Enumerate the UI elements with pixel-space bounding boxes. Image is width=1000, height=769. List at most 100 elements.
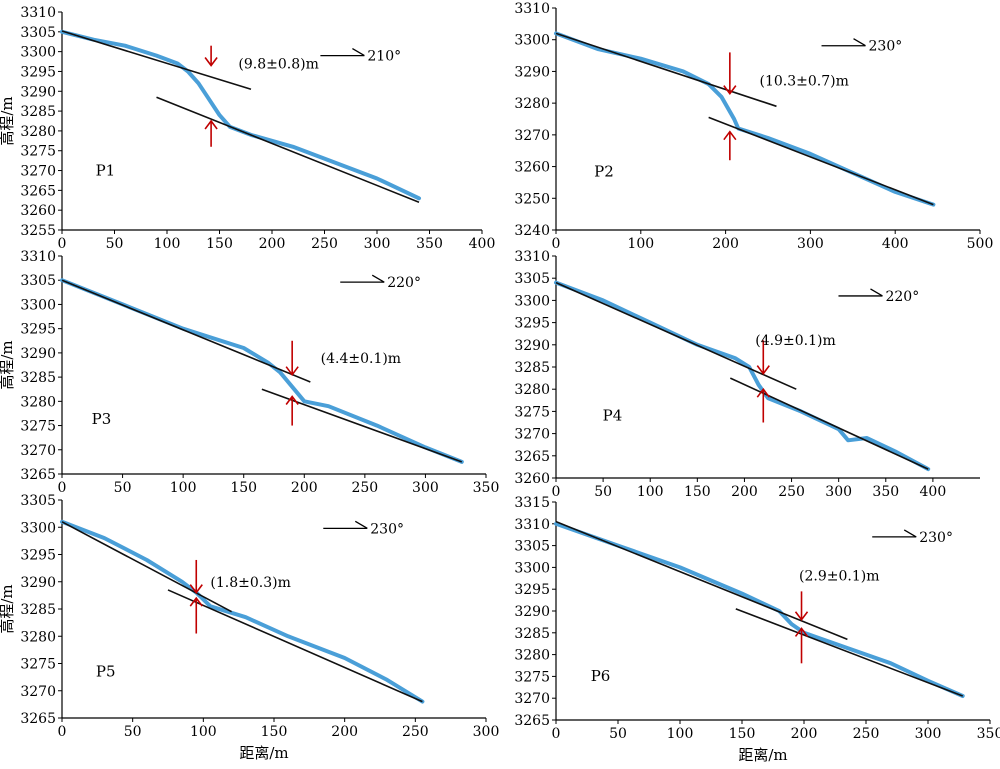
- azimuth-arrow-icon: [340, 274, 385, 283]
- azimuth-label: 210°: [367, 49, 401, 65]
- x-tick-label: 100: [170, 480, 197, 496]
- x-tick-label: 50: [106, 236, 124, 252]
- y-tick-label: 3300: [514, 293, 550, 309]
- x-tick-label: 200: [259, 236, 286, 252]
- y-tick-label: 3275: [20, 419, 56, 435]
- y-tick-label: 3300: [514, 33, 550, 49]
- panel-label: P5: [96, 663, 116, 681]
- y-tick-label: 3290: [20, 84, 56, 100]
- panel-label: P2: [594, 163, 614, 181]
- x-tick-label: 250: [778, 484, 805, 500]
- y-tick-label: 3270: [514, 128, 550, 144]
- y-tick-label: 3265: [514, 449, 550, 465]
- upper-fit-line: [61, 521, 232, 613]
- y-tick-label: 3270: [20, 443, 56, 459]
- offset-arrow-down: [285, 340, 299, 377]
- x-axis-title: 距离/m: [738, 746, 787, 764]
- x-tick-label: 300: [412, 480, 439, 496]
- offset-arrow-up: [794, 627, 809, 664]
- lower-fit-line: [708, 116, 934, 206]
- y-tick-label: 3280: [20, 124, 56, 140]
- y-tick-label: 3305: [514, 271, 550, 287]
- upper-fit-line: [61, 30, 252, 91]
- y-tick-label: 3300: [20, 297, 56, 313]
- y-tick-label: 3250: [514, 191, 550, 207]
- offset-arrow-down: [189, 559, 203, 594]
- x-tick-label: 400: [469, 236, 496, 252]
- x-tick-label: 150: [684, 484, 711, 500]
- offset-arrow-down: [756, 340, 770, 375]
- y-tick-label: 3310: [514, 1, 550, 17]
- y-tick-label: 3310: [20, 249, 56, 265]
- upper-fit-line: [555, 281, 797, 390]
- x-tick-label: 50: [114, 480, 132, 496]
- y-tick-label: 3265: [20, 711, 56, 727]
- y-tick-label: 3305: [20, 273, 56, 289]
- azimuth-arrow-icon: [323, 520, 368, 529]
- lower-fit-line: [729, 377, 929, 470]
- panel-label: P4: [603, 406, 623, 424]
- profile-line: [554, 280, 931, 472]
- y-tick-label: 3290: [20, 575, 56, 591]
- offset-label: (1.8±0.3)m: [210, 575, 290, 591]
- y-axis-title: 高程/m: [0, 96, 16, 145]
- x-tick-label: 300: [797, 236, 824, 252]
- panel-label: P1: [96, 162, 116, 180]
- y-tick-label: 3275: [20, 657, 56, 673]
- azimuth-label: 220°: [885, 289, 919, 305]
- y-tick-label: 3255: [20, 223, 56, 239]
- y-tick-label: 3265: [514, 713, 550, 729]
- azimuth-label: 230°: [370, 521, 404, 537]
- upper-fit-line: [555, 32, 777, 108]
- y-tick-label: 3310: [20, 5, 56, 21]
- azimuth-label: 230°: [869, 39, 903, 55]
- x-tick-label: 0: [58, 236, 67, 252]
- lower-fit-line: [167, 589, 423, 703]
- x-tick-label: 250: [351, 480, 378, 496]
- x-tick-label: 100: [190, 724, 217, 740]
- azimuth-label: 230°: [919, 530, 953, 546]
- lower-fit-line: [156, 96, 420, 203]
- y-tick-label: 3315: [514, 495, 550, 511]
- panel-p1: 3255 3260 3265 3270 3275 3280 3285 3290 3295 3300…: [0, 5, 495, 252]
- y-tick-label: 3300: [20, 520, 56, 536]
- azimuth-arrow-icon: [838, 288, 883, 297]
- x-tick-label: 0: [552, 484, 561, 500]
- offset-arrow-up: [204, 119, 218, 147]
- x-tick-label: 300: [915, 726, 942, 742]
- azimuth-label: 220°: [387, 275, 421, 291]
- x-tick-label: 100: [627, 236, 654, 252]
- y-tick-label: 3260: [514, 471, 550, 487]
- x-tick-label: 100: [667, 726, 694, 742]
- y-tick-label: 3280: [514, 648, 550, 664]
- y-tick-label: 3310: [514, 249, 550, 265]
- x-tick-label: 350: [473, 480, 500, 496]
- x-tick-label: 150: [729, 726, 756, 742]
- offset-label: (10.3±0.7)m: [760, 74, 849, 90]
- x-tick-label: 150: [261, 724, 288, 740]
- y-tick-label: 3300: [20, 45, 56, 61]
- panel-label: P3: [92, 410, 112, 428]
- y-tick-label: 3285: [20, 104, 56, 120]
- y-tick-label: 3305: [20, 493, 56, 509]
- y-tick-label: 3270: [20, 164, 56, 180]
- x-tick-label: 350: [416, 236, 443, 252]
- panel-p2: 3240 3250 3260 3270 3280 3290 3300 3310 0 100 200 3…: [514, 1, 993, 252]
- x-tick-label: 150: [230, 480, 257, 496]
- offset-arrow-up: [189, 596, 203, 634]
- x-tick-label: 100: [154, 236, 181, 252]
- offset-arrow-up: [756, 387, 770, 423]
- y-tick-label: 3300: [514, 560, 550, 576]
- y-tick-label: 3260: [20, 203, 56, 219]
- y-tick-label: 3270: [514, 427, 550, 443]
- y-tick-label: 3285: [20, 370, 56, 386]
- y-tick-label: 3295: [20, 322, 56, 338]
- y-tick-label: 3280: [20, 394, 56, 410]
- y-tick-label: 3275: [514, 404, 550, 420]
- offset-arrow-down: [204, 45, 218, 67]
- x-tick-label: 350: [977, 726, 1000, 742]
- y-tick-label: 3275: [514, 669, 550, 685]
- azimuth-arrow-icon: [320, 48, 365, 57]
- y-tick-label: 3295: [514, 316, 550, 332]
